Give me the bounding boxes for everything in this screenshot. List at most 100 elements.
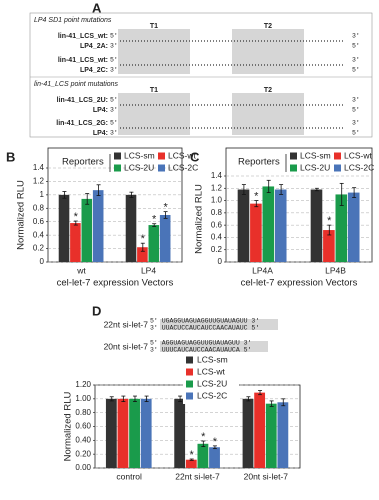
shading [160,319,278,330]
error-bar [352,187,357,198]
y-tick-label: 0.6 [211,220,223,229]
y-tick-label: 1.2 [211,183,223,192]
error-bar [254,200,259,208]
row-label: lin-41_LCS_wt: [58,33,108,40]
y-axis-label: Normalized RLU [16,180,27,250]
y-tick-label: 0 [218,257,223,266]
duplex-label: 20nt si-let-7 [104,341,149,351]
y-tick-label: 0.4 [211,233,223,242]
legend-label: LCS-wt [168,150,197,160]
legend-label: LCS-sm [124,150,155,160]
legend-label: LCS-sm [197,354,228,364]
y-tick-label: 0.6 [33,217,45,226]
end-label: 5' [110,120,118,127]
legend-label: LCS-2U [300,162,330,172]
error-bar [339,182,344,206]
error-bar [96,184,101,196]
bar [242,398,254,468]
significance: * [141,233,146,245]
legend-swatch [186,356,193,364]
bar [81,198,93,262]
sequence: 3' UUUCAUCAUCCAACAUAUCA 5' [150,347,251,354]
bar [58,194,70,262]
sequence: 5' AGGUAGUAGGUUGUAUAGUU 3' [150,340,251,347]
y-tick-label: 1.0 [211,196,223,205]
error-bar [121,395,126,403]
end-label: 5' [352,67,360,74]
error-bar [201,440,206,447]
significance: * [213,436,218,448]
row-label: lin-41_LCS_wt: [58,57,108,64]
y-tick-label: 0.40 [75,435,91,444]
end-label: 3' [352,57,360,64]
bar [185,459,197,468]
end-label: 5' [352,43,360,50]
x-tick-label: 20nt si-let-7 [244,471,289,481]
legend-title: Reporters [62,157,104,168]
y-tick-label: 0 [40,257,45,266]
end-label: 5' [352,107,360,114]
panel-d-sequences: 22nt si-let-7 5' UGAGGUAGUAGGUUGUAUAGUU … [104,318,278,354]
panel-label: C [190,149,200,164]
significance: * [254,190,259,202]
legend-label: LCS-2C [344,162,374,172]
bar [254,392,266,468]
error-bar [144,395,149,403]
error-bar [85,193,90,205]
bar [277,402,289,468]
y-tick-label: 1.2 [33,177,45,186]
bar [197,443,209,468]
error-bar [140,242,145,252]
panel-label: D [92,303,101,318]
y-tick-label: 1.20 [75,380,91,389]
bar [265,403,277,468]
bar [70,223,81,262]
legend-label: LCS-wt [197,366,226,376]
y-tick-label: 0.20 [75,449,91,458]
bar [335,194,348,262]
error-bar [212,445,217,450]
y-axis-label: Normalized RLU [194,184,205,254]
bar [250,203,262,262]
error-bar [327,224,332,236]
error-bar [189,458,194,461]
error-bar [109,396,114,402]
bar [159,215,171,262]
significance: * [74,211,79,223]
row-label: lin-41_LCS_2G: [56,120,108,127]
y-tick-label: 0.60 [75,422,91,431]
bar [262,186,275,262]
panel-a: LP4 SD1 point mutations lin-41_LCS point… [29,12,373,138]
sequence: 5' UGAGGUAGUAGGUUGUAUAGUU 3' [150,318,259,325]
error-bar [62,191,67,199]
bar [347,192,360,262]
error-bar [281,398,286,407]
y-tick-label: 0.80 [75,408,91,417]
end-label: 3' [110,107,118,114]
legend-swatch [186,392,193,400]
legend-swatch [158,152,165,160]
target-label: T1 [150,87,158,94]
error-bar [152,223,157,227]
end-label: 5' [110,97,118,104]
duplex-label: 22nt si-let-7 [104,319,149,329]
y-tick-label: 0.8 [33,203,45,212]
error-bar [178,395,183,403]
row-label: LP4: [93,130,108,137]
panel-label: A [92,0,102,15]
error-bar [258,390,263,396]
legend-label: LCS-2C [197,390,227,400]
bar [92,190,104,262]
row-label: lin-41_LCS_2U: [57,97,108,104]
error-bar [269,400,274,407]
bar [209,447,220,468]
bar [129,398,140,468]
legend-label: LCS-wt [344,150,373,160]
legend-swatch [290,164,297,172]
error-bar [163,211,168,219]
x-axis-label: cel-let-7 expression Vectors [57,278,174,289]
end-label: 5' [110,57,118,64]
error-bar [279,184,284,195]
legend-swatch [290,152,297,160]
error-bar [132,395,137,403]
